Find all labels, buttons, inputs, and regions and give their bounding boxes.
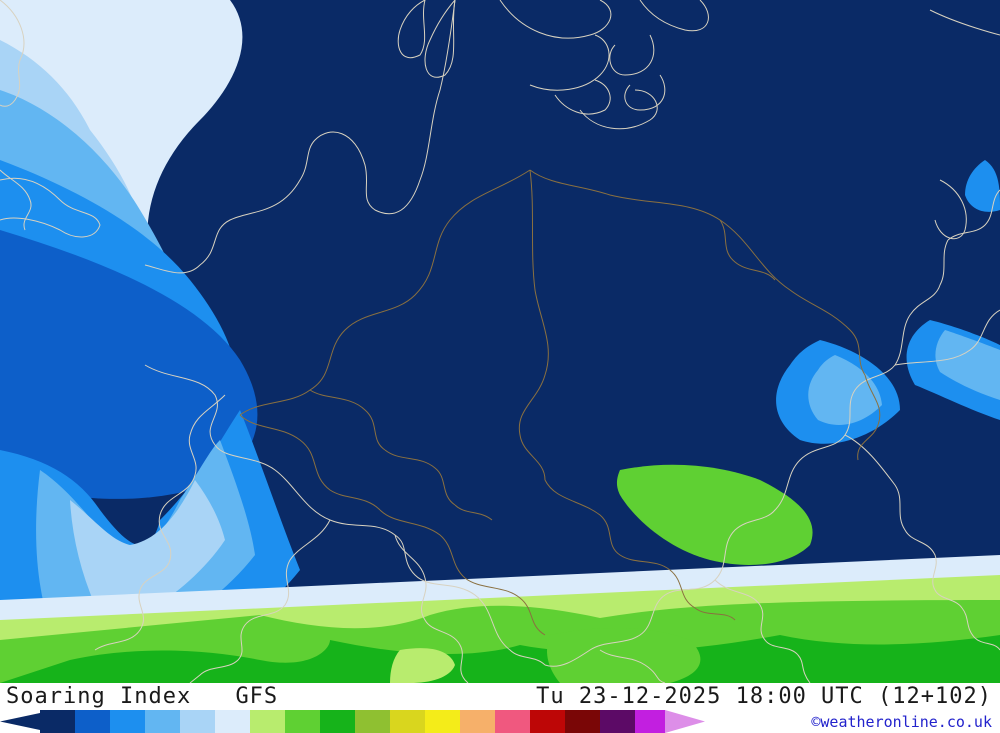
model-name-text: GFS <box>235 684 278 709</box>
credit-text: ©weatheronline.co.uk <box>811 713 992 731</box>
legend-title: Soaring Index GFS <box>6 684 278 709</box>
fill-band-south-light-patch <box>547 628 700 683</box>
colorbar[interactable] <box>0 710 705 733</box>
colorbar-segments <box>40 710 665 733</box>
colorbar-arrow-low <box>0 713 40 730</box>
map-svg <box>0 0 1000 683</box>
legend-bar: Soaring Index GFS Tu 23-12-2025 18:00 UT… <box>0 683 1000 733</box>
colorbar-arrow-high <box>665 710 705 733</box>
map-canvas[interactable] <box>0 0 1000 683</box>
weather-map-app: Soaring Index GFS Tu 23-12-2025 18:00 UT… <box>0 0 1000 733</box>
app-title-text: Soaring Index <box>6 684 191 709</box>
valid-time-text: Tu 23-12-2025 18:00 UTC (12+102) <box>536 684 992 709</box>
